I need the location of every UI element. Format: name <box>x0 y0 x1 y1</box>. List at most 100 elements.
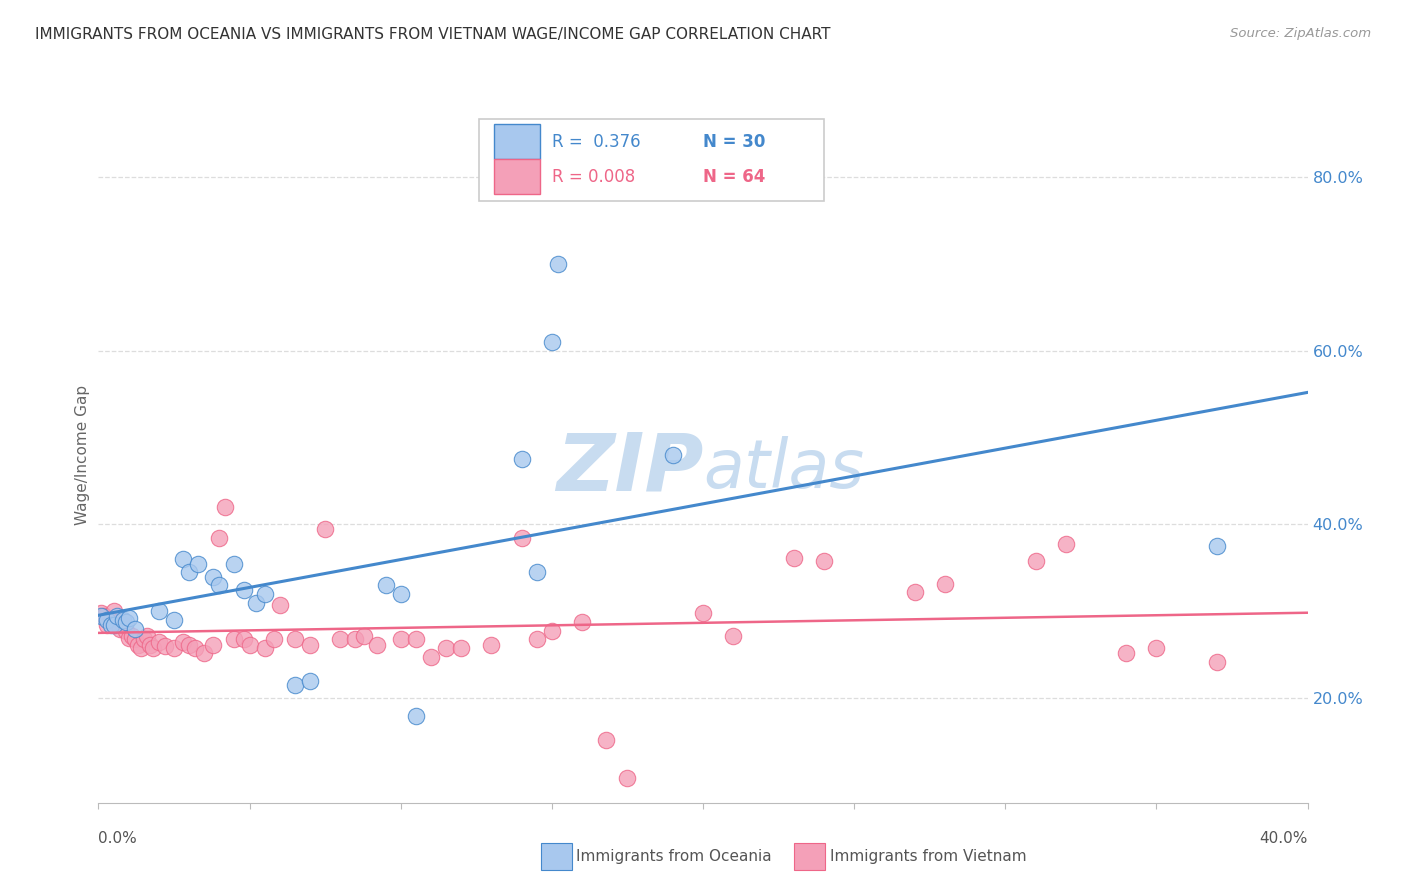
Point <box>124 622 146 636</box>
Point <box>723 629 745 643</box>
Point <box>108 622 131 636</box>
Text: Source: ZipAtlas.com: Source: ZipAtlas.com <box>1230 27 1371 40</box>
Point <box>100 617 122 632</box>
Point <box>184 640 207 655</box>
Point <box>510 531 533 545</box>
Point <box>132 632 155 647</box>
Point <box>121 629 143 643</box>
Text: R = 0.008: R = 0.008 <box>553 168 636 186</box>
Point <box>434 640 457 655</box>
Point <box>253 640 276 655</box>
Point <box>540 334 562 349</box>
Point <box>284 678 307 692</box>
Point <box>105 608 128 623</box>
Point <box>547 257 569 271</box>
Point <box>114 615 136 629</box>
Point <box>135 629 157 643</box>
Point <box>202 570 225 584</box>
Point <box>93 608 115 623</box>
Point <box>179 638 201 652</box>
Point <box>239 638 262 652</box>
Point <box>114 624 136 638</box>
Point <box>148 635 170 649</box>
Point <box>1144 640 1167 655</box>
Point <box>124 632 146 647</box>
Point <box>127 638 149 652</box>
Text: ZIP: ZIP <box>555 430 703 508</box>
Point <box>934 576 956 591</box>
Point <box>232 632 254 647</box>
Point <box>148 605 170 619</box>
Point <box>142 640 165 655</box>
Point <box>1206 539 1229 553</box>
Point <box>105 615 128 629</box>
Point <box>405 632 427 647</box>
Point <box>904 585 927 599</box>
Point <box>179 566 201 580</box>
Text: N = 64: N = 64 <box>703 168 765 186</box>
Point <box>187 557 209 571</box>
Point <box>314 522 336 536</box>
Point <box>103 617 125 632</box>
Point <box>263 632 285 647</box>
Text: Immigrants from Oceania: Immigrants from Oceania <box>576 849 772 863</box>
Text: IMMIGRANTS FROM OCEANIA VS IMMIGRANTS FROM VIETNAM WAGE/INCOME GAP CORRELATION C: IMMIGRANTS FROM OCEANIA VS IMMIGRANTS FR… <box>35 27 831 42</box>
Point <box>284 632 307 647</box>
Text: R =  0.376: R = 0.376 <box>553 133 641 151</box>
Point <box>96 613 118 627</box>
Point <box>571 615 593 629</box>
Point <box>202 638 225 652</box>
Text: N = 30: N = 30 <box>703 133 765 151</box>
Point <box>269 598 291 612</box>
Point <box>692 606 714 620</box>
Point <box>1054 536 1077 550</box>
Point <box>163 640 186 655</box>
Point <box>374 578 396 592</box>
Point <box>299 638 322 652</box>
Text: 0.0%: 0.0% <box>98 830 138 846</box>
Point <box>232 582 254 597</box>
Point <box>389 587 412 601</box>
Point <box>224 557 246 571</box>
Point <box>172 635 194 649</box>
Point <box>389 632 412 647</box>
Point <box>129 640 152 655</box>
Point <box>662 448 685 462</box>
Point <box>481 638 503 652</box>
Point <box>510 452 533 467</box>
Point <box>353 629 375 643</box>
Point <box>526 632 548 647</box>
Point <box>329 632 352 647</box>
Point <box>118 631 141 645</box>
Point <box>163 613 186 627</box>
Text: atlas: atlas <box>703 436 865 502</box>
Point <box>813 554 835 568</box>
Text: Immigrants from Vietnam: Immigrants from Vietnam <box>830 849 1026 863</box>
Point <box>540 624 562 638</box>
Point <box>1115 646 1137 660</box>
Point <box>783 550 806 565</box>
Point <box>153 639 176 653</box>
Point <box>1024 554 1046 568</box>
Point <box>1206 655 1229 669</box>
Point <box>224 632 246 647</box>
Point <box>90 606 112 620</box>
Point <box>193 646 215 660</box>
Point <box>100 613 122 627</box>
Point <box>405 708 427 723</box>
Point <box>245 596 267 610</box>
Point <box>344 632 367 647</box>
Point <box>111 617 134 632</box>
Point <box>208 578 231 592</box>
Point <box>208 531 231 545</box>
Point <box>253 587 276 601</box>
Bar <box>494 124 540 159</box>
Point <box>595 733 617 747</box>
Point <box>96 617 118 632</box>
FancyBboxPatch shape <box>479 119 824 201</box>
Point <box>172 552 194 566</box>
Point <box>526 566 548 580</box>
Point <box>139 638 162 652</box>
Point <box>420 649 443 664</box>
Text: 40.0%: 40.0% <box>1260 830 1308 846</box>
